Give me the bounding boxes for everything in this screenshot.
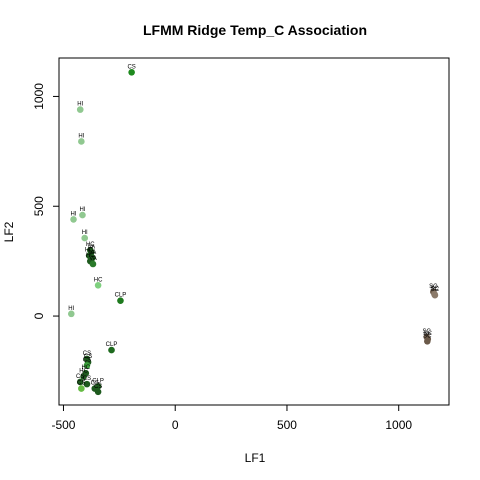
scatter-point: VA: [89, 256, 97, 268]
point-marker: [76, 378, 84, 386]
point-label: CLP: [92, 378, 104, 384]
scatter-points: CSHIHIHIHIHIHCVAHCVAHCVAHCCLPHICLPCSCSCS…: [67, 64, 440, 396]
point-marker: [78, 138, 85, 145]
point-marker: [76, 106, 84, 113]
x-tick-label: 500: [277, 418, 297, 432]
point-marker: [108, 346, 115, 354]
scatter-point: CS: [77, 381, 86, 392]
point-label: HI: [71, 211, 77, 217]
point-label: CS: [91, 381, 99, 387]
point-label: CS: [83, 351, 91, 357]
scatter-point: CS: [83, 357, 91, 369]
point-label: SC: [422, 329, 431, 335]
point-label: SC: [424, 331, 433, 337]
point-marker: [431, 291, 439, 299]
point-label: HC: [85, 248, 94, 254]
y-tick-label: 0: [32, 312, 46, 319]
point-marker: [117, 297, 124, 304]
scatter-point: HI: [76, 102, 84, 113]
point-label: VA: [89, 256, 97, 262]
y-tick-label: 1000: [32, 83, 46, 110]
y-tick-label: 500: [32, 196, 46, 216]
x-tick-label: 1000: [385, 418, 412, 432]
scatter-point: HI: [70, 211, 77, 223]
scatter-point: HI: [79, 207, 86, 219]
point-marker: [67, 310, 75, 318]
point-label: HI: [82, 230, 88, 236]
point-label: HC: [81, 365, 90, 371]
point-marker: [89, 260, 97, 268]
point-label: HC: [86, 242, 95, 248]
scatter-point: HI: [67, 306, 75, 318]
point-marker: [94, 282, 102, 289]
x-tick-label: 0: [172, 418, 179, 432]
scatter-point: CS: [83, 376, 91, 388]
point-label: SC: [431, 287, 440, 293]
scatter-point: CLP: [115, 293, 127, 304]
point-marker: [94, 388, 102, 396]
point-label: SC: [429, 284, 438, 290]
point-marker: [79, 211, 86, 219]
chart-title: LFMM Ridge Temp_C Association: [143, 22, 367, 38]
point-label: SC: [430, 286, 439, 292]
scatter-point: SC: [423, 333, 432, 345]
point-label: SC: [423, 333, 432, 339]
point-label: HI: [68, 306, 74, 312]
point-label: CS: [84, 354, 92, 360]
point-marker: [83, 362, 91, 369]
scatter-point: CS: [127, 64, 136, 76]
point-label: HC: [79, 368, 88, 374]
point-label: CS: [83, 357, 91, 363]
scatter-point: HC: [79, 368, 89, 380]
point-marker: [424, 338, 431, 345]
scatter-point: HI: [78, 133, 85, 145]
y-axis-label: LF2: [2, 221, 16, 242]
y-axis: 0 500 1000: [32, 83, 60, 319]
point-marker: [128, 68, 135, 76]
point-label: CS: [94, 384, 102, 390]
scatter-point: HI: [81, 230, 89, 242]
x-axis: -500 0 500 1000: [51, 404, 412, 432]
point-marker: [80, 373, 87, 380]
point-label: HC: [94, 277, 103, 283]
point-marker: [83, 380, 91, 388]
point-marker: [78, 385, 85, 392]
point-label: HI: [79, 207, 85, 213]
point-label: CS: [127, 64, 135, 70]
scatter-point: SC: [431, 287, 440, 299]
scatter-point: CS: [94, 384, 102, 396]
point-label: CLP: [115, 293, 127, 299]
scatter-point: CLP: [106, 342, 118, 354]
point-label: HC: [86, 253, 95, 259]
point-label: VA: [89, 250, 97, 256]
point-label: CS: [77, 381, 85, 387]
point-label: CS: [76, 374, 84, 380]
x-axis-label: LF1: [245, 451, 266, 465]
point-label: CLP: [106, 342, 118, 348]
scatter-point: CS: [76, 374, 84, 386]
point-label: VA: [88, 244, 96, 250]
point-label: HI: [78, 133, 84, 139]
x-tick-label: -500: [51, 418, 75, 432]
point-marker: [81, 234, 89, 242]
point-label: HI: [77, 102, 83, 108]
point-label: CS: [83, 376, 91, 382]
scatter-point: HC: [94, 277, 103, 289]
point-marker: [70, 216, 77, 223]
plot-frame: [58, 57, 450, 406]
